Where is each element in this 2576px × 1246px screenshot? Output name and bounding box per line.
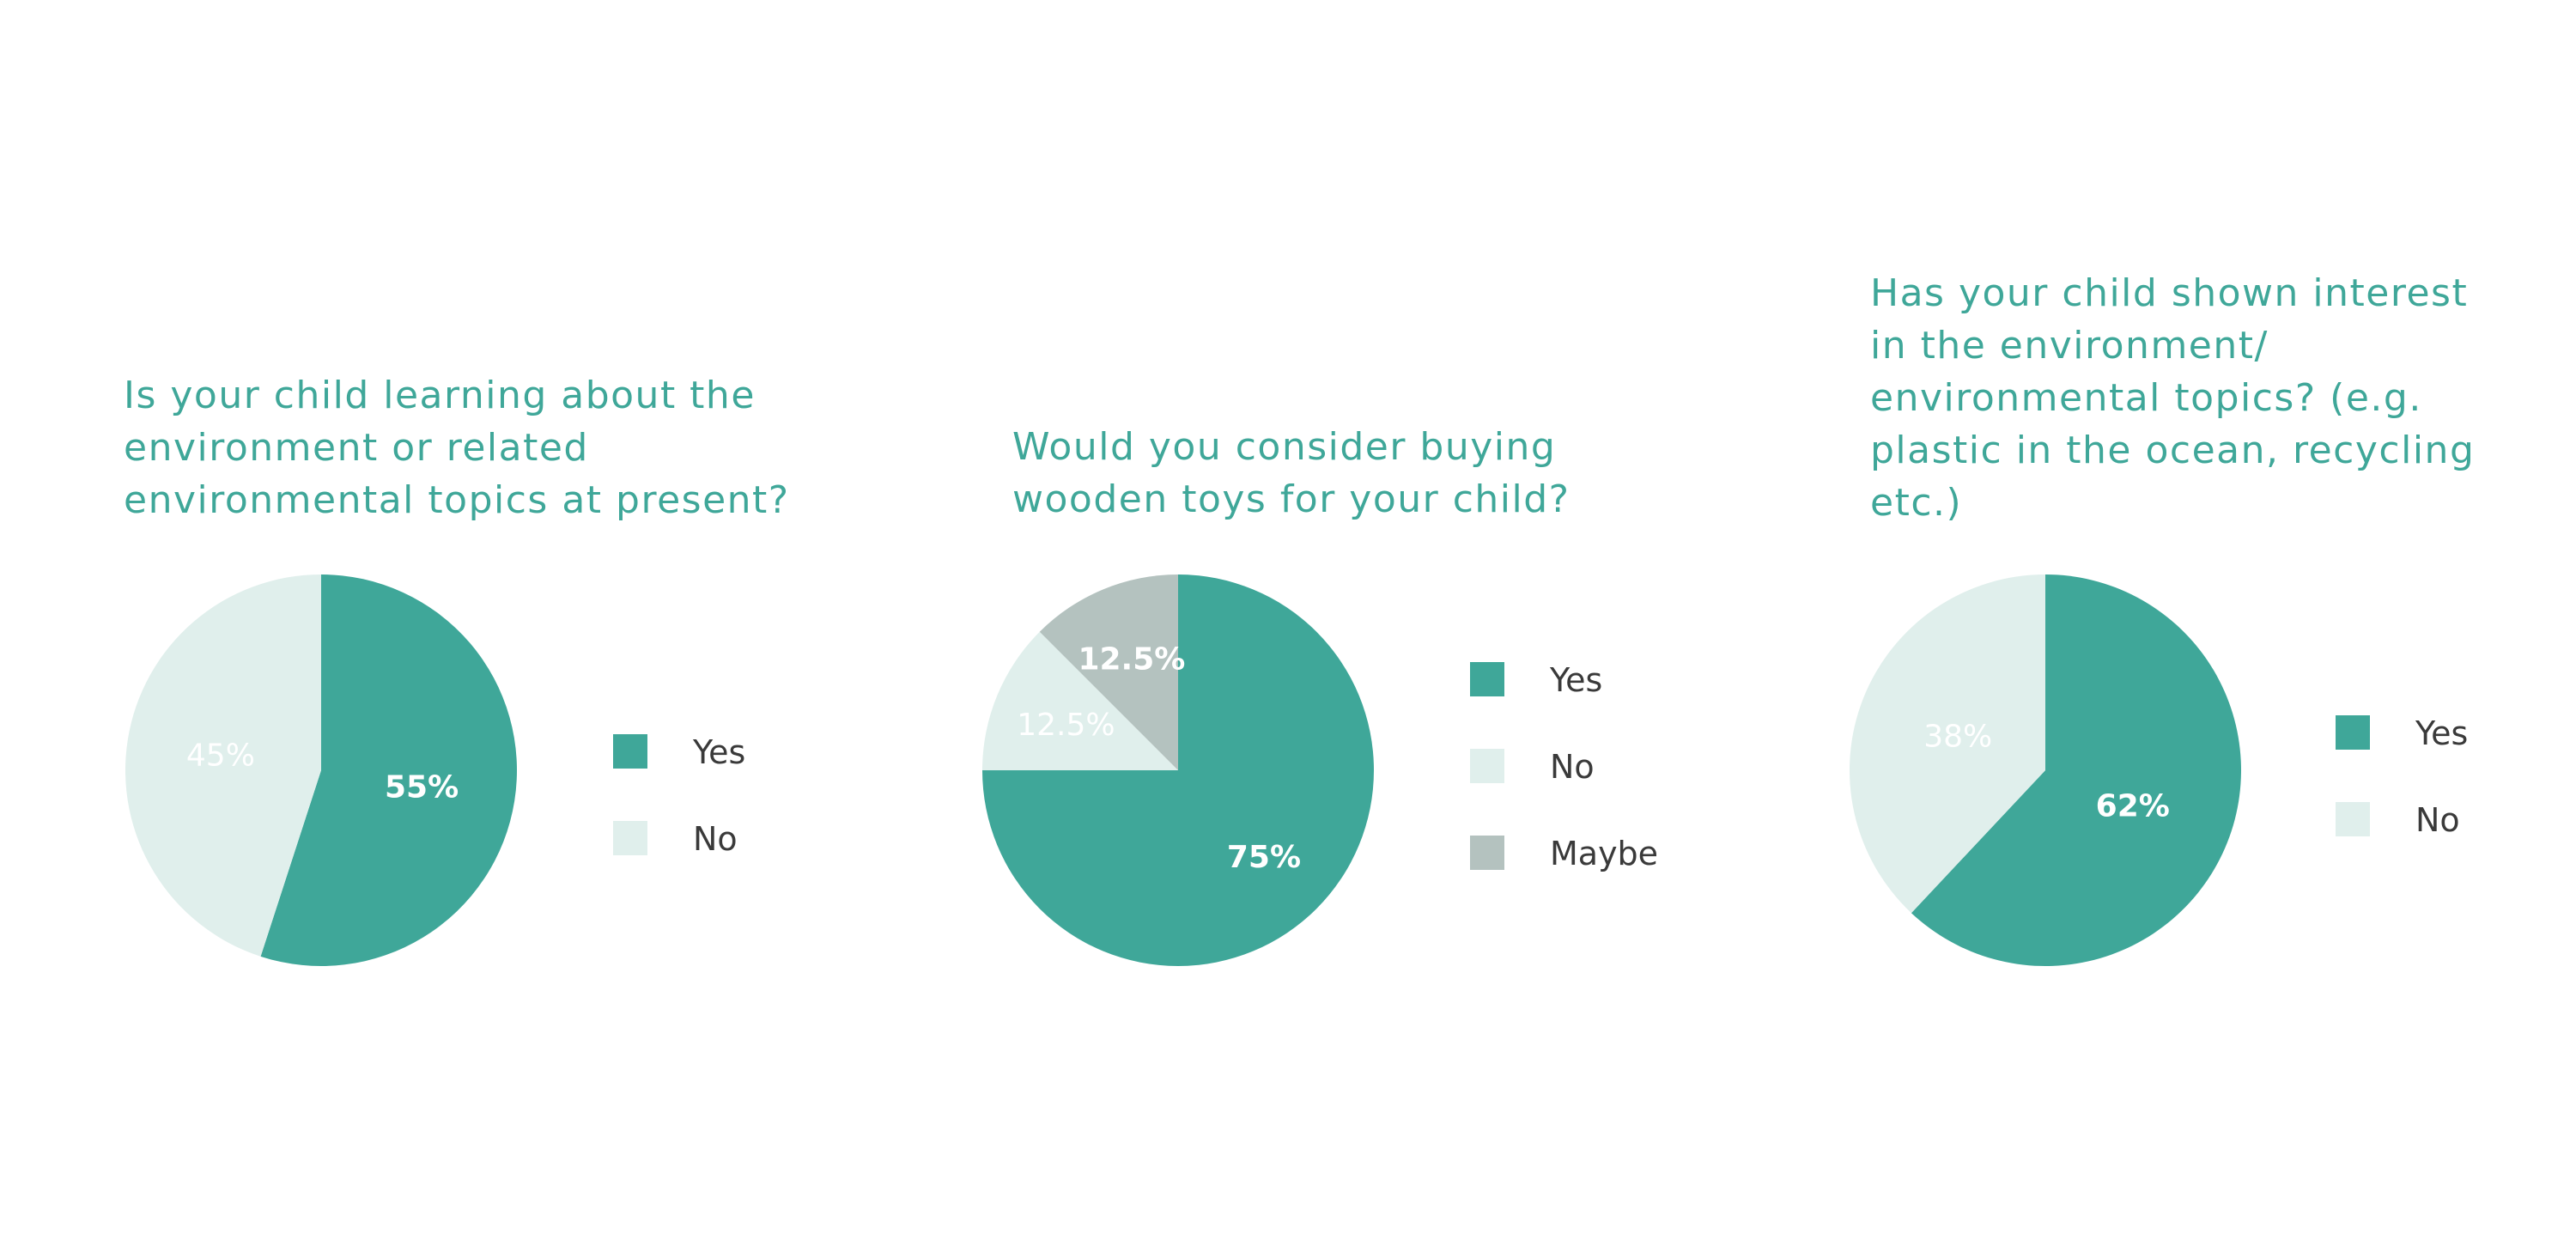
slice-label-yes: 75%: [1227, 840, 1301, 875]
legend-label-no: No: [2415, 801, 2460, 839]
slice-label-no: 12.5%: [1017, 708, 1115, 743]
pie-slice-yes: [260, 574, 517, 966]
slice-label-no: 38%: [1923, 720, 1992, 755]
legend-swatch-no: [2336, 802, 2370, 836]
pie-chart-3: Has your child shown interest in the envi…: [1850, 271, 2475, 966]
slice-label-no: 45%: [186, 738, 255, 773]
pie-slice-no: [982, 631, 1178, 770]
chart-title-line: environmental topics? (e.g.: [1870, 376, 2422, 420]
legend-swatch-yes: [1470, 662, 1504, 696]
chart-title-line: in the environment/: [1870, 324, 2269, 368]
legend-swatch-yes: [613, 734, 647, 769]
pie-slice-maybe: [1039, 574, 1178, 770]
slice-label-maybe: 12.5%: [1078, 641, 1185, 677]
chart-title-line: Is your child learning about the: [124, 374, 756, 417]
chart-title-line: etc.): [1870, 481, 1962, 525]
legend-label-maybe: Maybe: [1550, 835, 1658, 872]
chart-title-line: Has your child shown interest: [1870, 271, 2468, 315]
legend-label-no: No: [693, 820, 738, 858]
pie-chart-2: Would you consider buying wooden toys for…: [982, 425, 1658, 966]
chart-title-line: environment or related: [124, 426, 589, 470]
legend-label-yes: Yes: [692, 733, 745, 771]
chart-title-line: plastic in the ocean, recycling: [1870, 429, 2475, 472]
legend-swatch-yes: [2336, 715, 2370, 750]
legend-swatch-maybe: [1470, 836, 1504, 870]
pie-chart-1: Is your child learning about the environm…: [124, 374, 790, 966]
legend-swatch-no: [1470, 749, 1504, 783]
legend-label-yes: Yes: [2415, 714, 2468, 752]
legend-swatch-no: [613, 821, 647, 855]
legend-label-yes: Yes: [1549, 661, 1602, 699]
pie-slice-no: [1850, 574, 2045, 914]
pie-slice-no: [125, 574, 321, 957]
chart-title-line: wooden toys for your child?: [1012, 477, 1571, 521]
slice-label-yes: 55%: [385, 770, 459, 805]
chart-title-line: Would you consider buying: [1012, 425, 1556, 469]
legend-label-no: No: [1550, 748, 1595, 786]
pie-slice-yes: [1911, 574, 2241, 966]
slice-label-yes: 62%: [2096, 788, 2170, 824]
chart-title-line: environmental topics at present?: [124, 478, 790, 522]
